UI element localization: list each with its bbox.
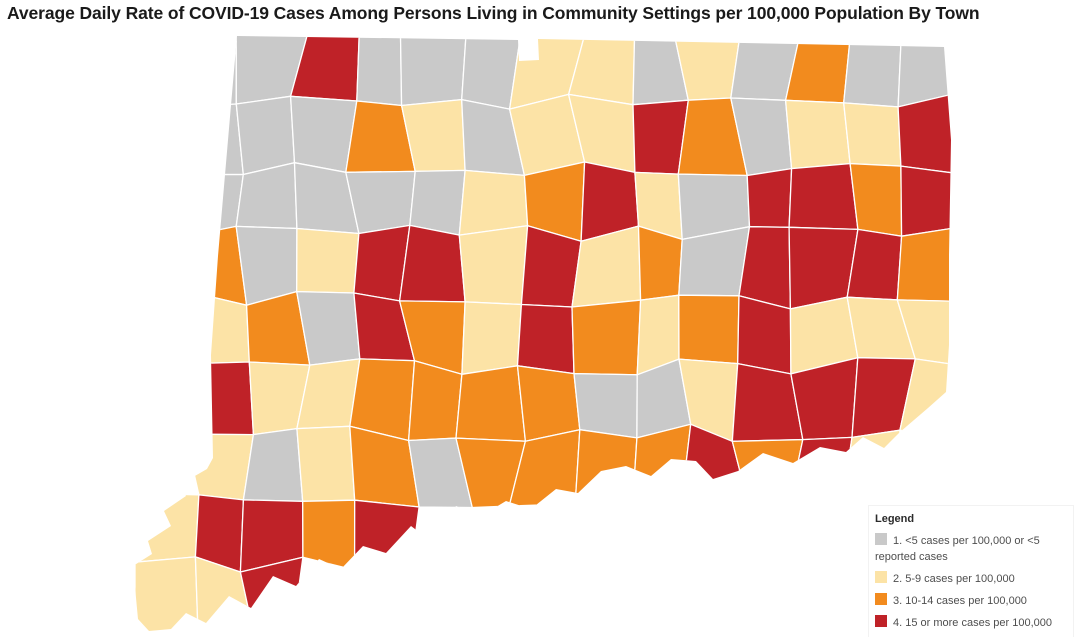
town-polygon[interactable] — [842, 35, 902, 108]
town-polygon[interactable] — [188, 173, 245, 236]
town-polygon[interactable] — [134, 556, 199, 632]
page-title: Average Daily Rate of COVID-19 Cases Amo… — [7, 3, 980, 23]
town-polygon[interactable] — [842, 102, 902, 167]
legend-item: 1. <5 cases per 100,000 or <5 reported c… — [875, 532, 1069, 566]
town-polygon[interactable] — [353, 499, 420, 575]
town-polygon[interactable] — [746, 167, 793, 228]
town-polygon[interactable] — [637, 225, 683, 301]
legend-item-label: 3. 10-14 cases per 100,000 — [893, 594, 1027, 607]
town-polygon[interactable] — [784, 99, 851, 170]
legend-swatch-gray — [875, 532, 887, 545]
legend-item-label: 2. 5-9 cases per 100,000 — [893, 572, 1015, 585]
town-polygon[interactable] — [242, 427, 304, 502]
legend-item: 3. 10-14 cases per 100,000 — [875, 592, 1069, 610]
town-polygon[interactable] — [574, 428, 638, 505]
town-polygon[interactable] — [398, 224, 466, 303]
town-polygon[interactable] — [399, 35, 467, 107]
town-polygon[interactable] — [737, 294, 792, 375]
town-polygon[interactable] — [849, 162, 903, 237]
legend-swatch-cream — [875, 570, 887, 583]
town-polygon[interactable] — [296, 227, 360, 294]
legend-title: Legend — [875, 513, 915, 525]
legend-item: 2. 5-9 cases per 100,000 — [875, 570, 1069, 588]
town-polygon[interactable] — [788, 162, 859, 231]
town-polygon[interactable] — [235, 95, 296, 176]
town-polygon[interactable] — [897, 35, 960, 108]
legend-item-label: 1. <5 cases per 100,000 or <5 reported c… — [875, 534, 1040, 563]
town-polygon[interactable] — [302, 499, 356, 571]
town-polygon[interactable] — [573, 372, 638, 439]
town-polygon[interactable] — [896, 299, 960, 367]
town-polygon[interactable] — [900, 165, 960, 237]
town-polygon[interactable] — [896, 226, 960, 303]
town-polygon[interactable] — [571, 299, 642, 376]
town-polygon[interactable] — [897, 91, 960, 175]
town-polygon[interactable] — [516, 303, 575, 375]
town-polygon[interactable] — [461, 301, 523, 376]
town-polygon[interactable] — [516, 365, 581, 442]
town-polygon[interactable] — [187, 35, 237, 109]
legend: Legend 1. <5 cases per 100,000 or <5 rep… — [868, 505, 1074, 637]
town-polygon[interactable] — [678, 294, 740, 365]
legend-item: 4. 15 or more cases per 100,000 — [875, 614, 1069, 632]
town-polygon[interactable] — [184, 433, 255, 501]
legend-item-label: 4. 15 or more cases per 100,000 — [893, 616, 1052, 629]
town-polygon[interactable] — [409, 169, 466, 236]
town-polygon[interactable] — [356, 35, 403, 107]
legend-swatch-red — [875, 614, 887, 627]
town-polygon[interactable] — [181, 293, 250, 365]
town-polygon[interactable] — [842, 429, 901, 507]
town-polygon[interactable] — [187, 103, 245, 176]
town-polygon[interactable] — [182, 361, 255, 436]
legend-swatch-orange — [875, 592, 887, 605]
town-polygon[interactable] — [407, 359, 463, 442]
town-polygon[interactable] — [458, 169, 529, 236]
town-polygon[interactable] — [296, 425, 356, 502]
town-polygon[interactable] — [458, 224, 529, 306]
town-polygon[interactable] — [731, 438, 804, 508]
town-polygon[interactable] — [134, 492, 200, 563]
town-polygon[interactable] — [289, 95, 358, 174]
town-polygon[interactable] — [455, 365, 527, 442]
